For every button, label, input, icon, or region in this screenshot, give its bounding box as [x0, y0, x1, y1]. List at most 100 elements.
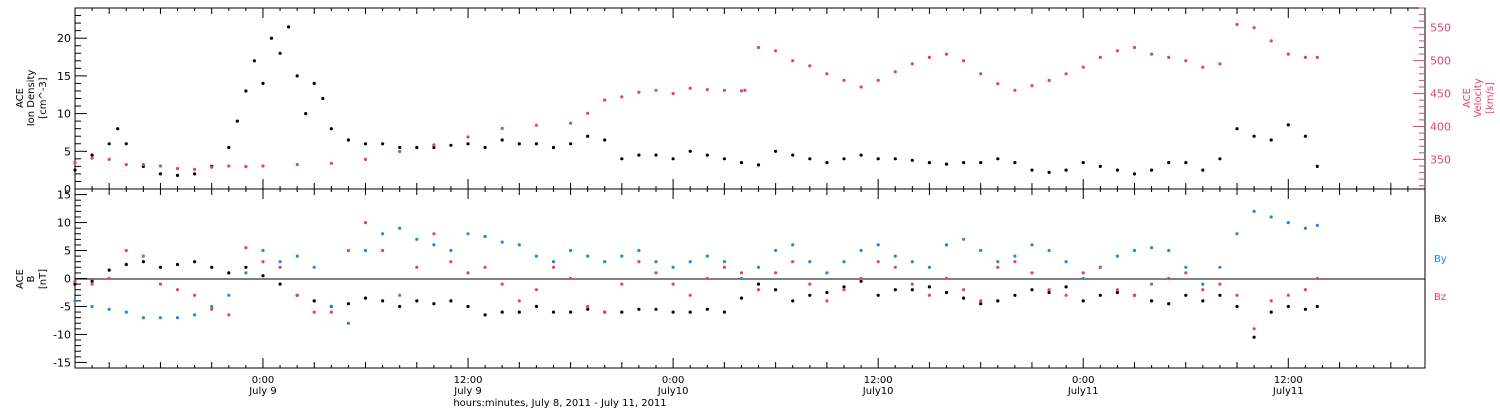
data-point [893, 254, 897, 258]
data-point [517, 243, 521, 247]
data-point [774, 288, 778, 292]
data-point [1303, 307, 1307, 311]
data-point [1315, 223, 1319, 227]
data-point [1252, 327, 1256, 331]
data-point [996, 299, 1000, 303]
data-point [158, 282, 162, 286]
legend-bx: Bx [1434, 214, 1447, 225]
data-point [1098, 293, 1102, 297]
data-point [1218, 157, 1222, 161]
data-point [910, 260, 914, 264]
data-point [1098, 55, 1102, 60]
data-point [996, 82, 1000, 86]
data-point [1286, 123, 1290, 127]
data-point [791, 243, 795, 247]
data-point [73, 168, 77, 172]
data-point [1286, 293, 1290, 297]
top-panel-points [73, 22, 1319, 177]
data-point [415, 299, 419, 303]
data-point [346, 248, 350, 253]
data-point [654, 88, 658, 92]
data-point [210, 304, 214, 309]
top-right-axis: 350 400 450 500 550 [1413, 7, 1451, 187]
data-point [962, 161, 966, 165]
data-point [586, 254, 590, 258]
data-point [569, 121, 573, 125]
data-point [261, 248, 265, 253]
data-point [278, 265, 282, 269]
data-point [739, 161, 744, 165]
data-point [1269, 138, 1273, 142]
data-point [1315, 276, 1319, 281]
data-point [743, 88, 747, 92]
data-point [1201, 282, 1205, 286]
data-point [1013, 254, 1017, 258]
data-point [996, 265, 1000, 269]
data-point [1167, 276, 1171, 281]
data-point [295, 74, 299, 78]
data-point [996, 157, 1000, 161]
data-point [1218, 265, 1222, 269]
data-point [1252, 134, 1256, 138]
data-point [654, 260, 658, 264]
data-point [1013, 293, 1017, 297]
top-left-ylabel-line2: Ion Density [26, 70, 37, 127]
data-point [158, 316, 162, 320]
top-left-axis: 0 5 10 15 20 [57, 7, 87, 196]
data-point [1303, 134, 1307, 138]
data-point [842, 288, 846, 292]
data-point [175, 316, 180, 320]
data-point [962, 237, 966, 241]
data-point [586, 307, 590, 311]
data-point [756, 265, 761, 269]
data-point [1167, 55, 1171, 60]
data-point [1115, 254, 1119, 258]
data-point [244, 265, 248, 269]
data-point [688, 86, 692, 90]
data-point [705, 307, 709, 311]
data-point [859, 279, 863, 283]
data-point [1150, 299, 1154, 303]
data-point [124, 310, 128, 314]
data-point [893, 288, 897, 292]
y-right-tick-label: 500 [1430, 55, 1451, 68]
data-point [569, 248, 573, 253]
data-point [927, 161, 932, 165]
data-point [363, 221, 368, 225]
top-panel-frame [74, 7, 1426, 190]
y-tick-label: 0 [64, 183, 71, 196]
data-point [175, 262, 180, 267]
data-point [227, 271, 231, 275]
data-point [329, 304, 333, 309]
data-point [312, 299, 316, 303]
x-axis-title: hours:minutes, July 8, 2011 - July 11, 2… [453, 398, 666, 409]
data-point [1269, 299, 1273, 303]
data-point [175, 288, 180, 292]
data-point [944, 243, 949, 247]
bottom-left-ylabel-line3: [nT] [38, 269, 49, 289]
data-point [620, 95, 624, 99]
data-point [73, 161, 77, 165]
data-point [654, 153, 658, 157]
data-point [979, 299, 983, 303]
data-point [346, 302, 350, 306]
data-point [432, 243, 436, 247]
data-point [278, 51, 282, 55]
data-point [1315, 304, 1319, 309]
data-point [808, 282, 812, 286]
data-point [1184, 271, 1188, 275]
data-point [551, 310, 556, 314]
data-point [1252, 335, 1256, 339]
data-point [1047, 248, 1051, 253]
data-point [1064, 260, 1068, 264]
data-point [603, 260, 607, 264]
data-point [90, 153, 94, 157]
data-point [432, 145, 436, 150]
data-point [705, 276, 709, 281]
x-tick-label: 12:00 [1274, 375, 1303, 386]
data-point [381, 232, 385, 236]
data-point [688, 260, 692, 264]
data-point [193, 167, 197, 171]
data-point [346, 138, 350, 142]
